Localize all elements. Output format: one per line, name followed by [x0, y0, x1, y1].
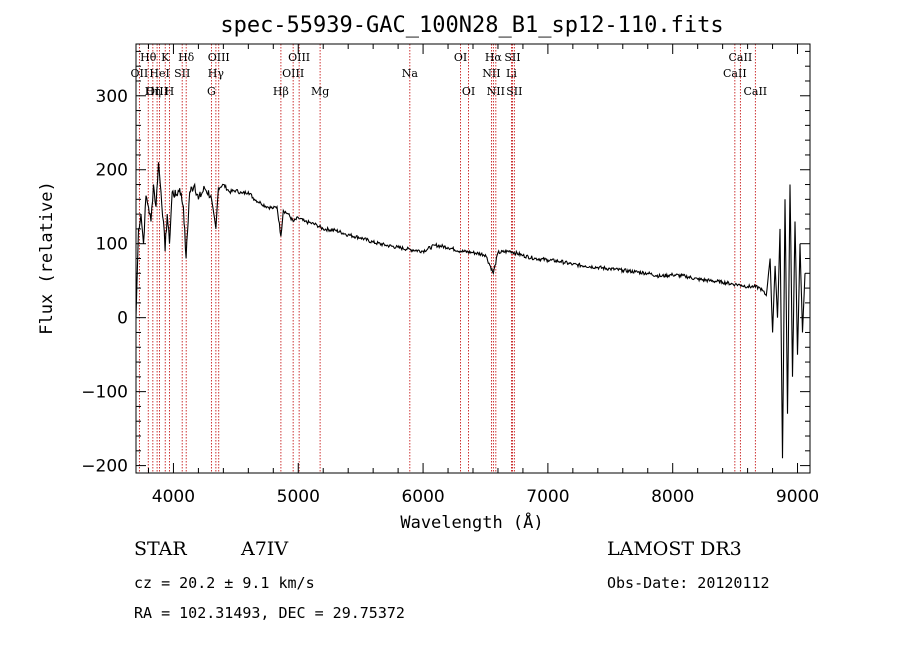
spectral-line-label: OIII: [208, 51, 230, 64]
x-tick-label: 7000: [526, 487, 569, 507]
y-axis: −200 −100 0 100 200 300: [81, 50, 810, 477]
x-axis: 4000 5000 6000 7000 8000 9000: [147, 44, 819, 507]
spectral-line-label: SII: [506, 85, 522, 98]
spectral-line-label: Hγ: [208, 67, 225, 80]
y-axis-label: Flux (relative): [37, 181, 57, 335]
spectral-line-label: SII: [174, 67, 190, 80]
x-tick-label: 9000: [776, 487, 819, 507]
y-tick-label: 300: [96, 87, 128, 107]
spectral-line-label: OI: [462, 85, 475, 98]
redshift-text: cz = 20.2 ± 9.1 km/s: [134, 574, 315, 592]
obs-date: Obs-Date: 20120112: [607, 574, 770, 592]
y-tick-label: 100: [96, 235, 128, 255]
spectral-line-label: SII: [504, 51, 520, 64]
x-axis-label: Wavelength (Å): [400, 511, 543, 533]
spectral-line-label: CaII: [743, 85, 767, 98]
spectral-line-markers: [138, 44, 756, 473]
spectral-line-label: Hβ: [273, 85, 289, 98]
object-class: STAR: [134, 538, 187, 560]
spectral-line-label: NII: [482, 67, 500, 80]
spectral-line-label: NII: [487, 85, 505, 98]
spectral-line-label: OIII: [288, 51, 310, 64]
x-tick-label: 8000: [651, 487, 694, 507]
spectral-line-label: Hα: [485, 51, 503, 64]
plot-frame: [135, 43, 811, 474]
y-tick-label: 0: [117, 309, 128, 329]
spectral-line-label: Li: [506, 67, 517, 80]
x-tick-label: 5000: [277, 487, 320, 507]
spectral-line-label: CaII: [729, 51, 753, 64]
spectral-line-label: OIII: [282, 67, 304, 80]
spectral-line-label: G: [207, 85, 216, 98]
x-tick-label: 4000: [152, 487, 195, 507]
spectral-line-label: OII: [131, 67, 149, 80]
spectral-line-label: CaII: [723, 67, 747, 80]
spectrum-line: [135, 162, 806, 459]
spectral-line-label: HeI: [149, 67, 169, 80]
spectral-line-label: Hδ: [178, 51, 195, 64]
spectral-line-labels: OIIHθHηOIIIHeIKHSIIHδGHγOIIIHβOIIIOIIIMg…: [131, 51, 768, 98]
spectral-line-label: OI: [454, 51, 467, 64]
spectral-line-label: OIII: [146, 85, 168, 98]
object-subclass: A7IV: [241, 538, 289, 560]
coordinates: RA = 102.31493, DEC = 29.75372: [134, 604, 405, 622]
y-tick-label: 200: [96, 161, 128, 181]
spectral-line-label: Na: [402, 67, 419, 80]
spectral-line-label: Hθ: [140, 51, 157, 64]
spectral-line-label: K: [161, 51, 170, 64]
chart-title: spec-55939-GAC_100N28_B1_sp12-110.fits: [220, 13, 723, 38]
x-tick-label: 6000: [401, 487, 444, 507]
spectral-line-label: H: [165, 85, 175, 98]
spectral-line-label: Mg: [311, 85, 329, 98]
y-tick-label: −100: [81, 383, 128, 403]
spectral-line-label: Hη: [145, 85, 161, 98]
y-tick-label: −200: [81, 457, 128, 477]
survey-name: LAMOST DR3: [607, 538, 742, 560]
